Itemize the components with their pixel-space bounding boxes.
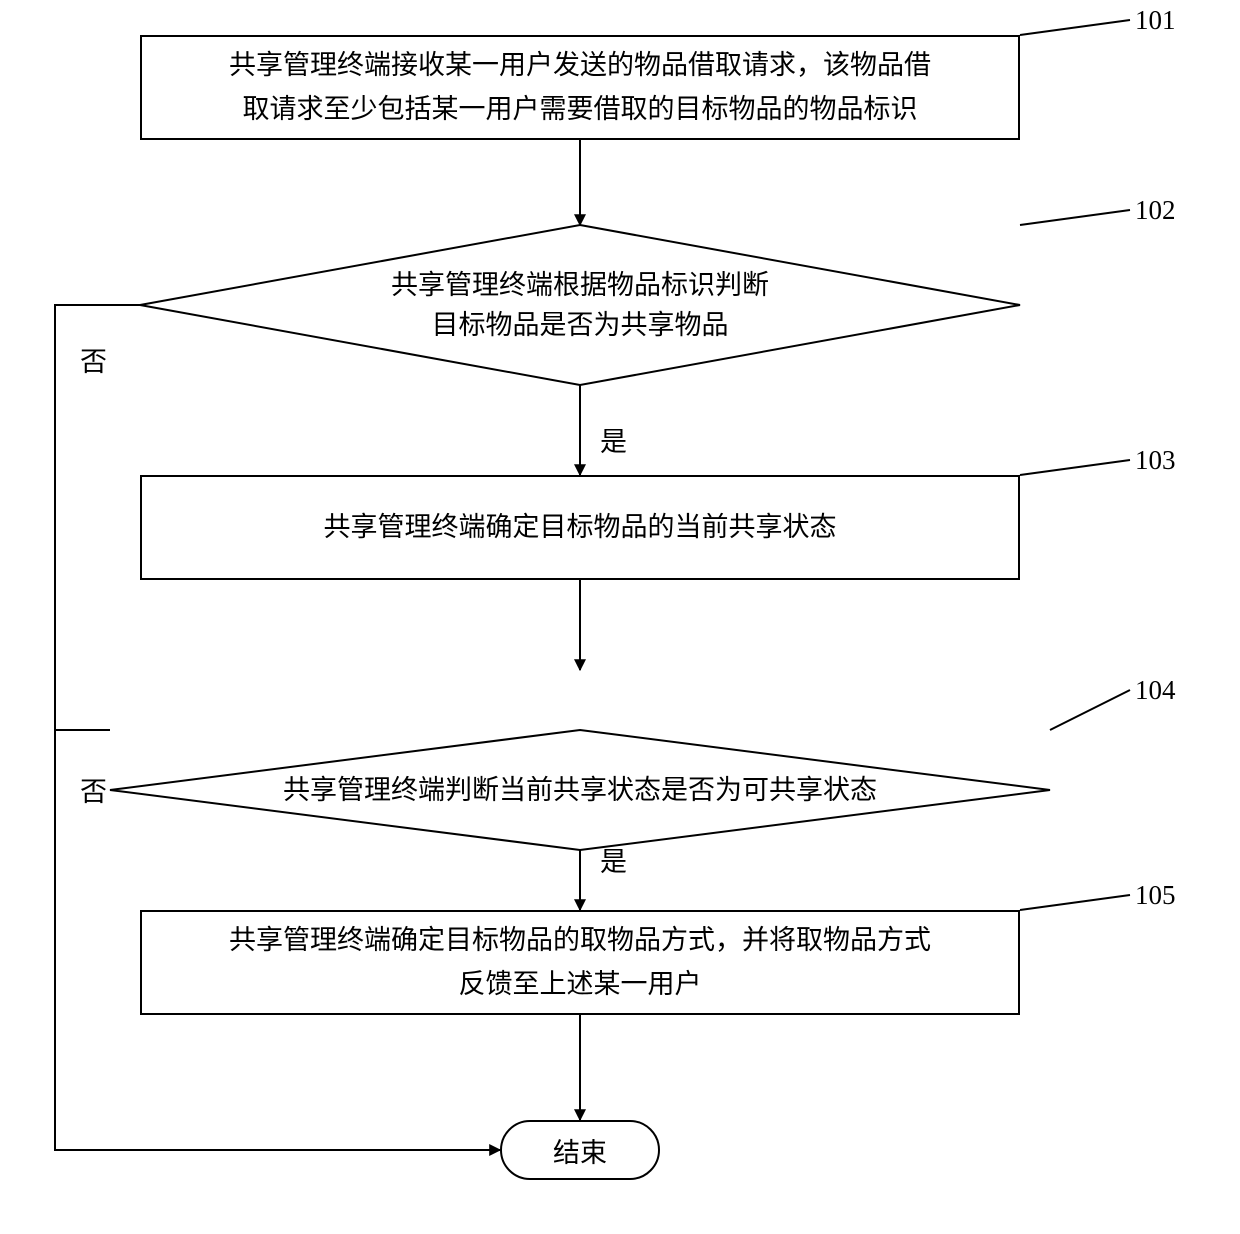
process-box: 共享管理终端接收某一用户发送的物品借取请求，该物品借 取请求至少包括某一用户需要… [140,35,1020,140]
process-text: 共享管理终端确定目标物品的当前共享状态 [324,506,837,549]
callout-line [1020,895,1130,910]
flow-edge [55,305,500,1150]
flowchart-svg [0,0,1240,1234]
process-box: 共享管理终端确定目标物品的当前共享状态 [140,475,1020,580]
callout-line [1020,460,1130,475]
callout-line [1050,690,1130,730]
process-text: 共享管理终端接收某一用户发送的物品借取请求，该物品借 取请求至少包括某一用户需要… [229,44,931,130]
callout-number: 102 [1135,195,1176,226]
decision-text: 共享管理终端判断当前共享状态是否为可共享状态 [275,738,886,842]
callout-number: 104 [1135,675,1176,706]
process-text: 共享管理终端确定目标物品的取物品方式，并将取物品方式 反馈至上述某一用户 [229,919,931,1005]
decision-text: 共享管理终端根据物品标识判断 目标物品是否为共享物品 [294,233,866,377]
flowchart-container: 是是否否共享管理终端接收某一用户发送的物品借取请求，该物品借 取请求至少包括某一… [0,0,1240,1234]
edge-label: 否 [80,770,107,809]
edge-label: 否 [80,340,107,379]
terminal-text: 结束 [553,1131,607,1170]
callout-number: 105 [1135,880,1176,911]
callout-number: 101 [1135,5,1176,36]
edge-label: 是 [600,420,627,459]
callout-line [1020,20,1130,35]
terminal-box: 结束 [500,1120,660,1180]
callout-number: 103 [1135,445,1176,476]
callout-line [1020,210,1130,225]
edge-label: 是 [600,840,627,879]
process-box: 共享管理终端确定目标物品的取物品方式，并将取物品方式 反馈至上述某一用户 [140,910,1020,1015]
